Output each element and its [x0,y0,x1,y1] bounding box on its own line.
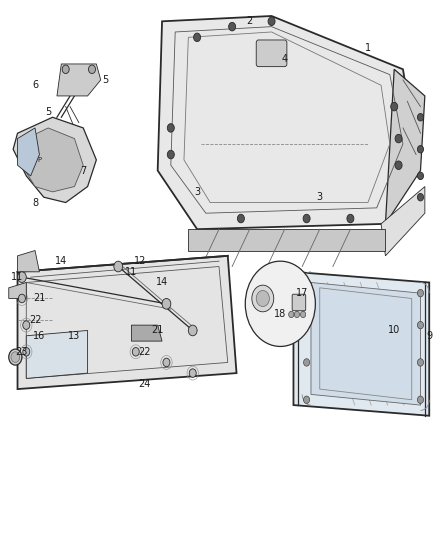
Polygon shape [381,187,425,256]
Text: 5: 5 [45,107,51,117]
Text: 1: 1 [365,43,371,53]
Circle shape [417,396,424,403]
Text: 24: 24 [138,379,151,389]
Circle shape [395,161,402,169]
FancyBboxPatch shape [292,294,306,311]
Text: 21: 21 [33,294,46,303]
Text: 2: 2 [247,17,253,26]
Polygon shape [57,64,101,96]
Circle shape [18,272,26,282]
Text: 13: 13 [68,331,81,341]
Circle shape [417,193,424,201]
Circle shape [188,325,197,336]
Polygon shape [18,251,39,272]
Polygon shape [18,256,237,389]
Polygon shape [18,128,39,176]
Text: 21: 21 [152,326,164,335]
Text: P: P [37,157,42,163]
Text: 14: 14 [55,256,67,266]
Text: 6: 6 [32,80,38,90]
Circle shape [132,348,139,356]
Polygon shape [22,128,83,192]
Circle shape [417,172,424,180]
Circle shape [256,290,269,306]
Circle shape [114,261,123,272]
Circle shape [347,214,354,223]
Circle shape [23,321,30,329]
Text: 22: 22 [29,315,41,325]
Circle shape [268,17,275,26]
Text: 16: 16 [33,331,46,341]
Text: 18: 18 [274,310,286,319]
Circle shape [303,214,310,223]
Circle shape [167,150,174,159]
Polygon shape [188,229,385,251]
Circle shape [163,358,170,367]
Circle shape [18,294,25,303]
Text: 11: 11 [11,272,24,282]
Circle shape [294,311,300,318]
Polygon shape [311,282,420,405]
Circle shape [391,102,398,111]
Text: 14: 14 [156,278,168,287]
Circle shape [229,22,236,31]
Circle shape [252,285,274,312]
Circle shape [194,33,201,42]
Circle shape [417,289,424,297]
Circle shape [11,352,20,362]
Polygon shape [158,16,416,229]
Polygon shape [131,325,162,341]
Text: 3: 3 [317,192,323,202]
Circle shape [395,134,402,143]
Polygon shape [385,69,425,224]
Circle shape [417,146,424,153]
Circle shape [304,396,310,403]
Circle shape [237,214,244,223]
Circle shape [417,359,424,366]
Circle shape [9,349,22,365]
Polygon shape [9,282,26,298]
Text: 9: 9 [426,331,432,341]
Text: 8: 8 [32,198,38,207]
Text: 12: 12 [134,256,146,266]
Text: 23: 23 [16,347,28,357]
Circle shape [417,321,424,329]
Circle shape [417,114,424,121]
Text: 10: 10 [388,326,400,335]
Text: 5: 5 [102,75,108,85]
Text: 4: 4 [282,54,288,63]
Circle shape [88,65,95,74]
Circle shape [62,65,69,74]
Circle shape [304,321,310,329]
Text: 22: 22 [138,347,151,357]
Polygon shape [26,330,88,378]
Circle shape [162,298,171,309]
Circle shape [167,124,174,132]
Text: 17: 17 [296,288,308,298]
Text: 3: 3 [194,187,200,197]
Polygon shape [13,117,96,203]
FancyBboxPatch shape [256,40,287,67]
Circle shape [304,284,310,292]
Text: 11: 11 [125,267,138,277]
Text: 7: 7 [80,166,86,175]
Circle shape [23,348,30,356]
Circle shape [189,369,196,377]
Circle shape [245,261,315,346]
Circle shape [289,311,294,318]
Polygon shape [293,272,429,416]
Circle shape [304,359,310,366]
Circle shape [300,311,306,318]
